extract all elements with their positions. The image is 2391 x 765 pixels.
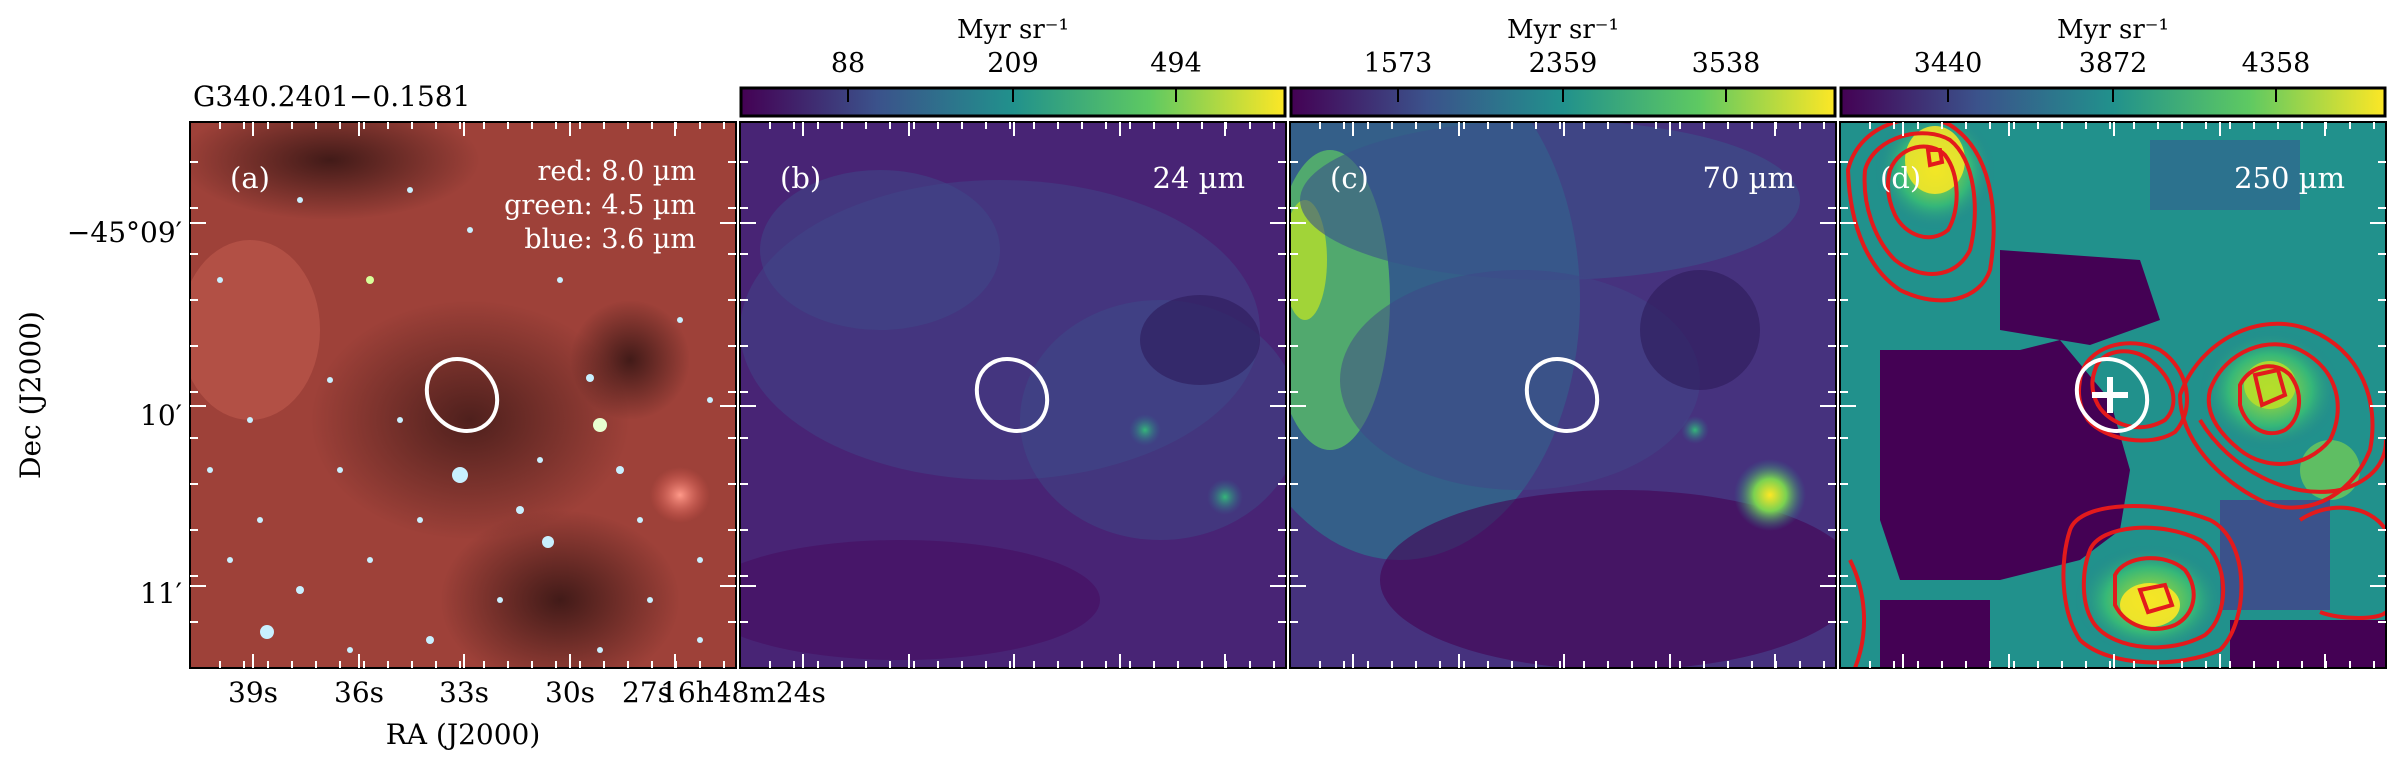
stars [207,187,713,653]
legend-blue: blue: 3.6 µm [524,224,696,255]
dec-tick-label: 10′ [140,399,182,432]
ra-tick-label: 33s [439,676,489,709]
y-axis-title: Dec (J2000) [14,311,47,479]
colorbar-tick-label: 4358 [2242,48,2311,79]
colorbar-tick-label: 494 [1150,48,1202,79]
colorbar-tick-label: 3872 [2079,48,2148,79]
contours [1845,122,2386,668]
panel-a-label: (a) [230,161,270,195]
panel-b-label: (b) [780,161,821,195]
colorbar-unit: Myr sr⁻¹ [1507,15,1619,45]
colorbar-c: Myr sr⁻¹ 1573 2359 3538 [1289,15,1837,118]
panel-c [1290,122,1836,668]
aperture-ellipse [424,356,500,434]
dec-tick-label: −45°09′ [67,216,182,249]
ra-tick-label: 16h48m24s [660,676,826,709]
panel-c-label: (c) [1330,161,1369,195]
panel-b-band: 24 µm [1153,161,1245,195]
colorbar-tick-label: 3538 [1692,48,1761,79]
colorbar-tick-label: 1573 [1364,48,1433,79]
colorbar-tick-label: 88 [831,48,865,79]
colorbar-d: Myr sr⁻¹ 3440 3872 4358 [1839,15,2387,118]
ra-tick-label: 27s [622,676,672,709]
ra-tick-label: 39s [228,676,278,709]
panel-a [190,122,736,668]
ra-tick-label: 36s [334,676,384,709]
aperture-ellipse [974,356,1050,434]
panel-d-label: (d) [1880,161,1921,195]
panel-d-band: 250 µm [2234,161,2345,195]
colorbar-tick-label: 3440 [1914,48,1983,79]
legend-red: red: 8.0 µm [537,156,696,187]
panel-d [1840,122,2386,668]
peak-cross-marker [2092,377,2128,413]
colorbar-unit: Myr sr⁻¹ [2057,15,2169,45]
panel-c-band: 70 µm [1703,161,1795,195]
axis-ticks [190,122,2386,668]
colorbar-b: Myr sr⁻¹ 88 209 494 [739,15,1287,118]
colorbar-tick-label: 209 [987,48,1039,79]
aperture-ellipse [2074,356,2150,434]
colorbar-unit: Myr sr⁻¹ [957,15,1069,45]
aperture-ellipse [1524,356,1600,434]
source-title: G340.2401−0.1581 [193,80,470,113]
ra-tick-label: 30s [545,676,595,709]
x-axis-title: RA (J2000) [386,718,541,751]
dec-tick-label: 11′ [140,577,182,610]
panel-b [740,122,1286,668]
legend-green: green: 4.5 µm [504,190,696,221]
colorbar-tick-label: 2359 [1529,48,1598,79]
